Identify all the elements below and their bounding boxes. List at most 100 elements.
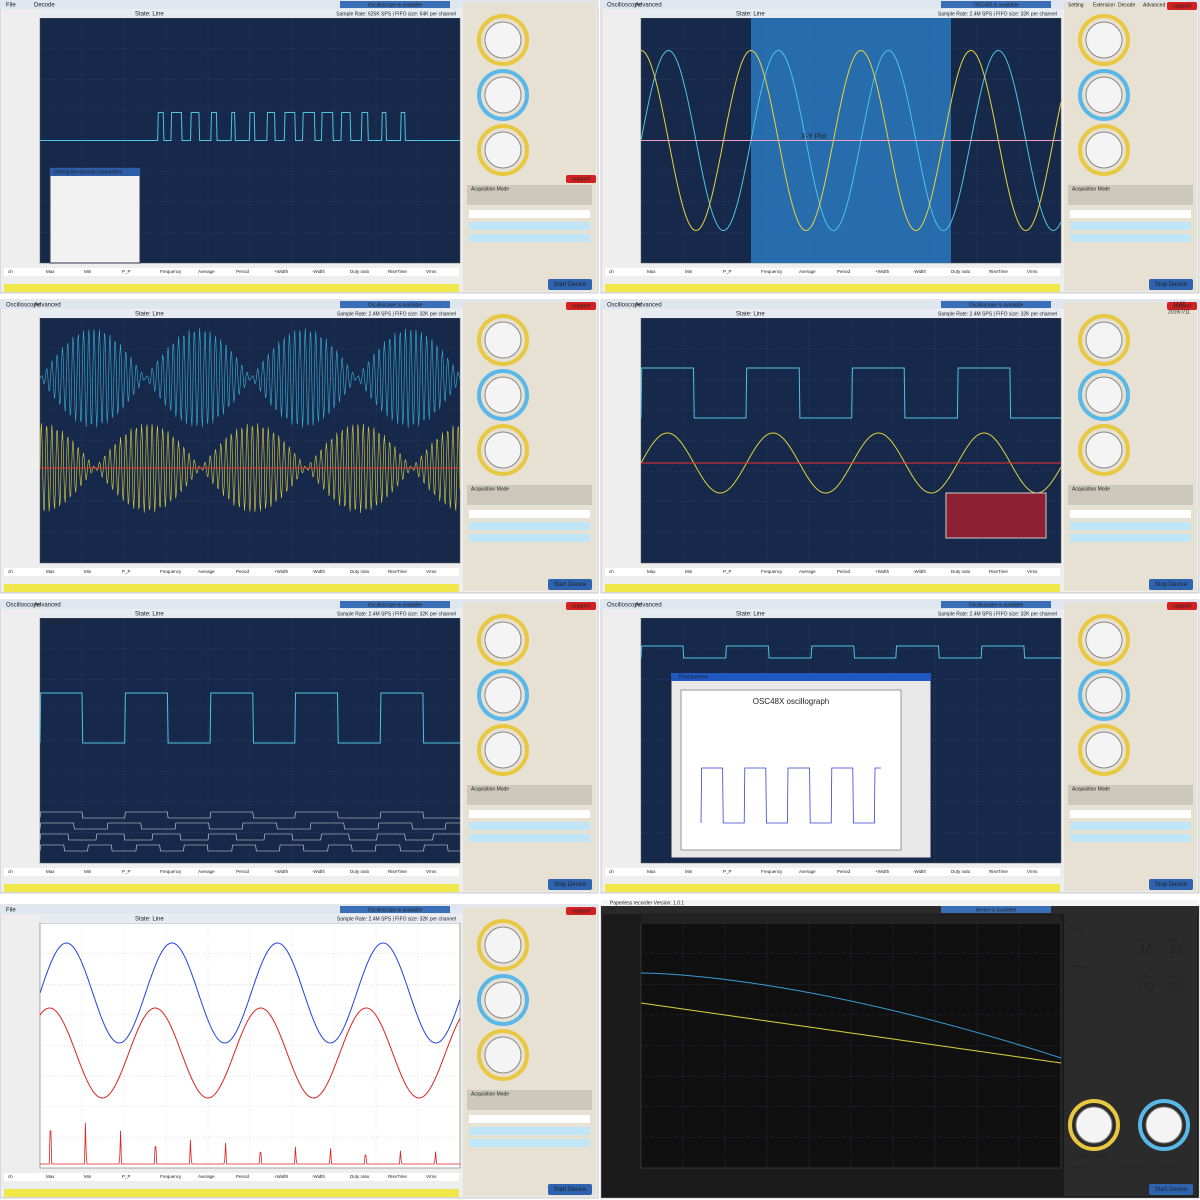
measure-header: +Width	[274, 1174, 289, 1179]
mode-title: Acquisition Mode	[1070, 1154, 1108, 1160]
waveform	[640, 49, 1062, 231]
sample-rate: Sample Rate: 2.4M SPS | FIFO size: 32K p…	[337, 311, 456, 317]
measure-header: Frequency	[761, 569, 783, 574]
menu-item: Advanced	[635, 3, 662, 9]
knob	[484, 1036, 522, 1074]
measure-header: Period	[837, 869, 851, 874]
measure-header: RiseTime	[989, 569, 1008, 574]
measure-header: Duty ratio	[350, 269, 370, 274]
measure-row	[4, 268, 459, 276]
knob	[484, 321, 522, 359]
waveform	[640, 1002, 1062, 1064]
measure-header: Vrms	[426, 869, 437, 874]
device-button[interactable]	[548, 279, 592, 290]
measure-header: Average	[198, 869, 215, 874]
tab: Setting	[1068, 2, 1084, 8]
measure-header: Duty ratio	[951, 269, 971, 274]
device-button[interactable]	[1149, 579, 1193, 590]
menu-item: File	[607, 908, 617, 914]
knob-ring	[477, 724, 529, 776]
measure-header: Vrms	[1027, 269, 1038, 274]
device-button[interactable]	[1149, 1184, 1193, 1195]
measure-header: Average	[198, 269, 215, 274]
status-text: State: Line	[736, 12, 765, 18]
measure-row	[4, 1173, 459, 1181]
menu-item: Decode	[34, 3, 55, 9]
sample-rate: Sample Rate: 2.4M SPS | FIFO size: 32K p…	[938, 311, 1057, 317]
measure-header: +Width	[274, 569, 289, 574]
banner-text: Oscilloscope is available	[368, 907, 423, 913]
measure-header: Period	[837, 269, 851, 274]
knob	[1075, 1106, 1113, 1144]
measure-header: RiseTime	[388, 569, 407, 574]
measure-header: -Width	[312, 269, 325, 274]
measure-header: +Width	[875, 269, 890, 274]
mode-title: Acquisition Mode	[471, 186, 509, 192]
interval-value: 00	[1139, 978, 1153, 993]
device-button[interactable]	[548, 1184, 592, 1195]
measure-header: Period	[837, 569, 851, 574]
waveform	[39, 692, 460, 744]
measure-header: Max	[647, 569, 656, 574]
measure-header: ch	[8, 269, 13, 274]
mode-option: High Res	[1158, 1164, 1179, 1170]
menu-bar	[601, 0, 1199, 9]
fine-adjust-bar	[1070, 522, 1191, 530]
measure-header: Frequency	[160, 269, 182, 274]
logic-channel	[39, 811, 460, 819]
sample-rate: Sample Rate: 2.4M SPS | FIFO size: 32K p…	[938, 11, 1057, 17]
measure-header: Average	[799, 269, 816, 274]
measure-header: Duty ratio	[350, 1174, 370, 1179]
banner	[340, 301, 450, 308]
control-panel	[1064, 602, 1197, 891]
knob-ring	[477, 669, 529, 721]
knob	[484, 621, 522, 659]
knob-ring	[1078, 614, 1130, 666]
device-button-text: Start Device	[554, 1187, 587, 1193]
mode-title: Acquisition Mode	[471, 486, 509, 492]
device-button[interactable]	[1149, 279, 1193, 290]
dialog	[49, 167, 141, 264]
knob	[484, 76, 522, 114]
menu-item: File	[6, 3, 16, 9]
fine-adjust-bar	[469, 822, 590, 830]
knob-ring	[477, 124, 529, 176]
banner-text: device is available	[976, 907, 1017, 913]
measure-header: Duty ratio	[350, 569, 370, 574]
waveform	[40, 1122, 460, 1165]
device-button[interactable]	[1149, 879, 1193, 890]
screen-header	[40, 310, 460, 318]
knob	[484, 431, 522, 469]
device-button[interactable]	[548, 579, 592, 590]
knob	[484, 376, 522, 414]
fine-adjust-bar	[1070, 510, 1191, 518]
knob-ring	[1078, 424, 1130, 476]
mode-title: Acquisition Mode	[471, 786, 509, 792]
knob	[1085, 731, 1123, 769]
knob-ring	[477, 369, 529, 421]
menu-bar	[0, 0, 598, 9]
tab: Extension	[1093, 2, 1115, 8]
fine-adjust-bar	[469, 1127, 590, 1135]
measure-header: Period	[236, 569, 250, 574]
print-title-bar	[671, 673, 931, 681]
interval-value: 60	[1169, 978, 1183, 993]
support-badge	[1167, 602, 1197, 610]
measure-header: +Width	[274, 269, 289, 274]
status-text: State: Line	[135, 917, 164, 923]
support-badge	[566, 602, 596, 610]
time-label: Time	[1070, 928, 1084, 934]
measure-header: Average	[799, 869, 816, 874]
knob-ring	[1078, 124, 1130, 176]
fine-adjust-bar	[1070, 234, 1191, 242]
control-panel	[1064, 2, 1197, 291]
device-button-text: Stop Device	[1155, 582, 1188, 588]
measure-header: -Width	[913, 569, 926, 574]
print-page	[680, 689, 902, 851]
device-button[interactable]	[548, 879, 592, 890]
banner-text: Oscilloscope is available	[969, 602, 1024, 608]
banner-text: Oscilloscope is available	[368, 2, 423, 8]
fine-adjust-bar	[469, 522, 590, 530]
measure-header: Max	[46, 269, 55, 274]
dialog-title: Setting the decode parameters	[54, 169, 123, 175]
